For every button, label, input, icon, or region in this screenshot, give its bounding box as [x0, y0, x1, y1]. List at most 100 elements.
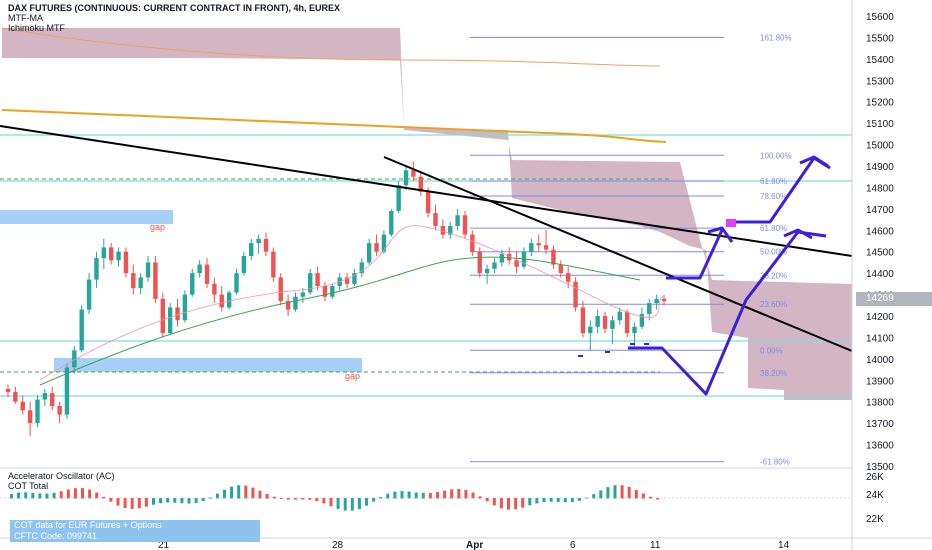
candle-body: [396, 185, 401, 211]
fib-level-label: 0.00%: [760, 346, 783, 355]
candle-body: [249, 243, 254, 256]
candle-body: [197, 264, 202, 274]
price-axis-label: 13800: [866, 398, 894, 409]
time-axis-label: Apr: [466, 540, 483, 550]
oscillator-bar: [315, 498, 319, 502]
indicator-ichimoku[interactable]: Ichimoku MTF: [8, 23, 66, 33]
price-axis-label: 13600: [866, 441, 894, 452]
oscillator-bar: [471, 492, 475, 499]
oscillator-bar: [436, 492, 439, 499]
candle-body: [514, 260, 519, 267]
candle-body: [551, 249, 556, 265]
fib-level-label: 23.60%: [760, 300, 787, 309]
oscillator-bar: [208, 497, 212, 499]
candle-body: [212, 283, 217, 295]
candle-body: [204, 264, 210, 284]
candle-body: [145, 262, 151, 278]
indicator-mtf-ma[interactable]: MTF-MA: [8, 13, 43, 23]
oscillator-bar: [166, 498, 170, 503]
candle-body: [5, 388, 11, 393]
candle-body: [322, 286, 328, 297]
gap-zone: [0, 210, 173, 224]
oscillator-bar: [215, 493, 219, 499]
candle-body: [455, 215, 460, 226]
symbol-title: DAX FUTURES (CONTINUOUS: CURRENT CONTRAC…: [8, 3, 340, 13]
oscillator-bar: [137, 498, 141, 509]
oscillator-bar: [627, 486, 631, 499]
candle-body: [632, 326, 637, 334]
candle-body: [241, 256, 247, 274]
oscillator-bar: [144, 498, 148, 507]
current-price-tag: 14269: [856, 292, 932, 306]
oscillator-bar: [152, 498, 155, 505]
price-axis-label: 13900: [866, 376, 894, 387]
candle-body: [418, 176, 423, 192]
oscillator-bar: [116, 498, 120, 506]
oscillator-bar: [52, 492, 56, 499]
candle-body: [278, 277, 283, 301]
candle-body: [470, 234, 475, 252]
candle-body: [381, 234, 387, 252]
oscillator-bar: [159, 498, 163, 504]
oscillator-bar: [393, 491, 397, 499]
marker-flag: [726, 219, 736, 227]
oscillator-bar: [535, 498, 539, 504]
oscillator-bar: [173, 498, 177, 503]
oscillator-bar: [109, 498, 113, 502]
oscillator-bar: [542, 498, 546, 503]
candle-body: [35, 399, 40, 424]
candle-body: [131, 273, 136, 289]
candle-body: [293, 296, 298, 310]
indicator-accelerator-oscillator[interactable]: Accelerator Oscillator (AC): [8, 471, 115, 481]
price-axis-label: 15600: [866, 12, 894, 23]
fib-level-label: 61.80%: [760, 224, 787, 233]
gap-label: gap: [345, 371, 360, 381]
candle-body: [190, 273, 195, 295]
candle-body: [573, 281, 578, 308]
price-axis-label: 14000: [866, 355, 894, 366]
oscillator-bar: [10, 494, 13, 499]
oscillator-bar: [372, 498, 376, 502]
price-axis-label: 14700: [866, 205, 894, 216]
time-axis-label: 11: [650, 540, 661, 550]
oscillator-bar: [556, 498, 560, 502]
oscillator-bar: [66, 489, 70, 499]
fib-level-label: 38.20%: [760, 369, 787, 378]
oscillator-bar: [31, 492, 35, 499]
candle-body: [411, 170, 416, 177]
oscillator-bar: [620, 485, 624, 499]
candle-body: [27, 410, 33, 424]
oscillator-bar: [634, 489, 638, 499]
oscillator-bar: [73, 488, 77, 499]
price-axis-label: 15000: [866, 141, 894, 152]
candle-body: [492, 262, 497, 269]
oscillator-bar: [443, 490, 447, 499]
candle-body: [536, 243, 541, 246]
oscillator-bar: [407, 491, 411, 499]
candle-body: [624, 311, 630, 334]
candle-body: [647, 303, 652, 314]
oscillator-bar: [201, 498, 205, 502]
gap-label: gap: [150, 222, 165, 232]
forecast-arrowhead: [783, 228, 813, 240]
oscillator-bar: [322, 498, 326, 504]
oscillator-bar: [38, 493, 42, 499]
oscillator-bar: [464, 489, 468, 499]
time-axis-label: 21: [158, 540, 170, 550]
oscillator-bar: [492, 498, 496, 506]
indicator-cot-total[interactable]: COT Total: [8, 481, 49, 491]
oscillator-bar: [592, 494, 596, 499]
candle-body: [484, 268, 490, 274]
oscillator-bar: [357, 498, 361, 509]
oscillator-bar: [457, 488, 461, 499]
oscillator-bar: [641, 493, 645, 499]
oscillator-bar: [514, 498, 518, 510]
trendline: [0, 125, 853, 257]
chart-legend: DAX FUTURES (CONTINUOUS: CURRENT CONTRAC…: [8, 3, 340, 33]
candle-body: [389, 211, 394, 235]
oscillator-bar: [223, 489, 226, 499]
oscillator-axis-label: 26K: [866, 472, 884, 483]
candle-body: [448, 226, 453, 235]
price-axis-label: 15300: [866, 76, 894, 87]
